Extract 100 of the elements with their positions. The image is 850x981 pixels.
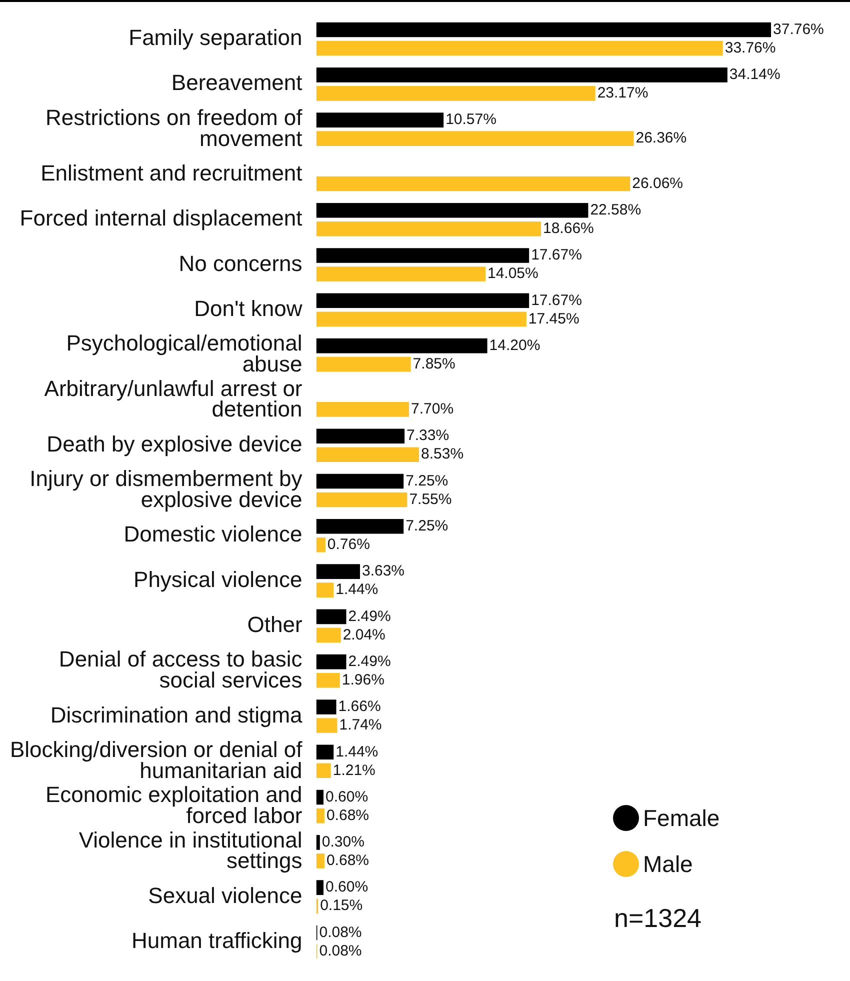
data-label: 10.57% <box>446 111 496 128</box>
data-label: 33.76% <box>724 39 776 56</box>
y-tick-label: Denial of access to basic social services <box>58 646 302 693</box>
bar <box>316 744 334 760</box>
data-label: 7.25% <box>406 472 448 490</box>
data-label: 0.08% <box>319 942 362 960</box>
data-label: 1.66% <box>338 698 381 716</box>
bar <box>316 293 530 308</box>
bar <box>316 564 360 579</box>
bar <box>316 474 404 489</box>
bar <box>316 880 324 895</box>
data-label: 0.60% <box>326 878 368 896</box>
y-tick-label: Restrictions on freedom of movement <box>45 104 304 151</box>
data-label: 0.76% <box>327 536 370 554</box>
bar <box>316 790 324 805</box>
data-label: 2.49% <box>348 608 391 625</box>
bar <box>316 68 728 82</box>
data-label: 7.55% <box>409 490 452 508</box>
bar <box>316 700 336 714</box>
y-tick-label: Psychological/emotional abuse <box>66 330 302 377</box>
y-tick-label: Blocking/diversion or denial of humanitarian aid <box>10 737 304 783</box>
data-label: 0.15% <box>320 897 363 914</box>
data-label: 8.53% <box>421 446 464 463</box>
data-label: 18.66% <box>543 220 594 238</box>
bar <box>316 428 405 444</box>
legend-label: Female <box>643 804 720 832</box>
y-tick-label: Human trafficking <box>131 928 302 954</box>
data-label: 17.67% <box>531 246 582 264</box>
annotation: n=1324 <box>614 903 702 934</box>
y-tick-label: Sexual violence <box>148 882 302 908</box>
bar <box>316 582 334 598</box>
bar <box>316 854 324 868</box>
data-label: 34.14% <box>729 66 780 84</box>
data-label: 1.74% <box>339 716 382 734</box>
bar <box>316 518 404 534</box>
data-label: 0.68% <box>326 806 370 824</box>
y-tick-label: Family separation <box>128 25 302 50</box>
y-tick-label: Economic exploitation and forced labor <box>45 782 302 828</box>
bar <box>316 86 596 101</box>
y-tick-label: Physical violence <box>134 566 302 592</box>
y-tick-label: No concerns <box>178 250 302 276</box>
data-label: 23.17% <box>597 84 648 102</box>
y-tick-label: Domestic violence <box>124 522 302 547</box>
data-label: 14.20% <box>489 336 540 354</box>
bar <box>316 672 340 688</box>
bar <box>316 609 346 624</box>
data-label: 14.05% <box>487 265 538 282</box>
bar <box>316 266 486 282</box>
bar <box>316 131 634 146</box>
legend-label: Male <box>643 850 693 878</box>
y-tick-label: Death by explosive device <box>46 431 302 456</box>
data-label: 26.06% <box>632 174 683 192</box>
data-label: 0.08% <box>319 924 362 941</box>
data-label: 26.36% <box>636 130 687 147</box>
bar <box>316 654 346 670</box>
data-label: 0.60% <box>326 788 368 806</box>
data-label: 1.44% <box>336 743 378 760</box>
data-label: 17.67% <box>531 292 582 309</box>
data-label: 7.70% <box>411 400 454 418</box>
data-label: 37.76% <box>773 20 824 38</box>
data-label: 7.25% <box>406 518 448 535</box>
bar <box>316 312 526 327</box>
bar <box>316 356 411 372</box>
data-label: 2.04% <box>342 626 386 644</box>
bar <box>316 492 408 508</box>
bar <box>316 248 530 263</box>
bar <box>316 538 326 552</box>
bar <box>316 40 723 56</box>
data-label: 1.44% <box>336 581 378 598</box>
bar <box>316 221 541 236</box>
bar <box>316 112 444 128</box>
y-tick-label: Forced internal displacement <box>20 206 302 231</box>
y-tick-label: Enlistment and recruitment <box>40 160 302 186</box>
bar <box>316 402 410 417</box>
bar <box>316 835 320 850</box>
data-label: 1.21% <box>332 762 376 779</box>
bar <box>316 22 772 38</box>
y-tick-label: Discrimination and stigma <box>50 702 304 728</box>
y-tick-label: Injury or dismemberment by explosive device <box>30 466 302 512</box>
y-tick-label: Other <box>247 612 302 638</box>
data-label: 2.49% <box>348 652 391 670</box>
data-label: 0.30% <box>322 834 364 851</box>
bar <box>316 808 324 824</box>
y-tick-label: Bereavement <box>171 70 302 96</box>
y-tick-label: Don't know <box>194 296 302 321</box>
data-label: 0.68% <box>326 852 370 870</box>
bar <box>316 338 488 354</box>
data-label: 3.63% <box>362 562 405 580</box>
bar <box>316 763 331 778</box>
data-label: 22.58% <box>590 202 642 218</box>
bar <box>316 176 630 192</box>
bar <box>316 447 419 462</box>
data-label: 17.45% <box>528 310 580 328</box>
y-tick-label: Arbitrary/unlawful arrest or detention <box>44 376 302 422</box>
y-tick-label: Violence in institutional settings <box>78 827 302 874</box>
bar <box>316 718 338 733</box>
data-label: 7.33% <box>406 427 450 444</box>
data-label: 1.96% <box>342 671 384 688</box>
bar <box>316 628 341 643</box>
bar <box>316 202 588 218</box>
